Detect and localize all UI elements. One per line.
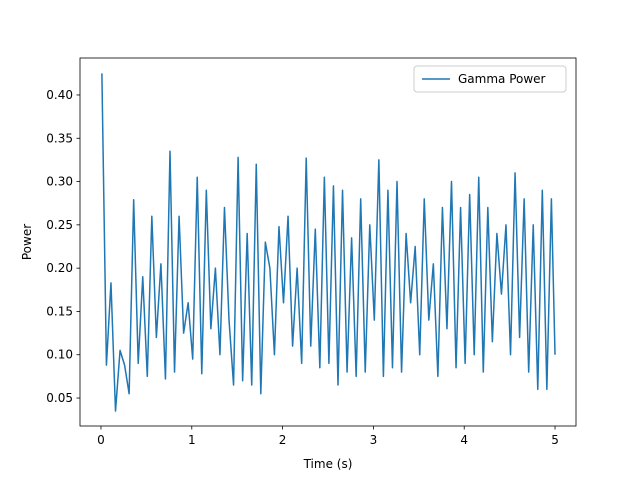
x-tick-label: 5 bbox=[551, 433, 559, 447]
y-axis-label: Power bbox=[20, 224, 34, 260]
plot-frame bbox=[79, 57, 577, 427]
legend-box bbox=[413, 65, 567, 93]
x-tick-label: 4 bbox=[460, 433, 468, 447]
y-tick-label: 0.40 bbox=[46, 88, 73, 102]
x-tick-label: 0 bbox=[97, 433, 105, 447]
y-tick-label: 0.35 bbox=[46, 131, 73, 145]
x-tick-label: 1 bbox=[188, 433, 196, 447]
y-tick-label: 0.15 bbox=[46, 304, 73, 318]
y-tick-label: 0.30 bbox=[46, 175, 73, 189]
data-line bbox=[101, 73, 556, 412]
y-tick-label: 0.20 bbox=[46, 261, 73, 275]
x-tick-label: 3 bbox=[370, 433, 378, 447]
y-tick-label: 0.10 bbox=[46, 348, 73, 362]
x-axis-label: Time (s) bbox=[303, 457, 353, 471]
x-tick-label: 2 bbox=[279, 433, 287, 447]
y-tick-label: 0.25 bbox=[46, 218, 73, 232]
y-tick-label: 0.05 bbox=[46, 391, 73, 405]
legend-label: Gamma Power bbox=[458, 72, 546, 86]
